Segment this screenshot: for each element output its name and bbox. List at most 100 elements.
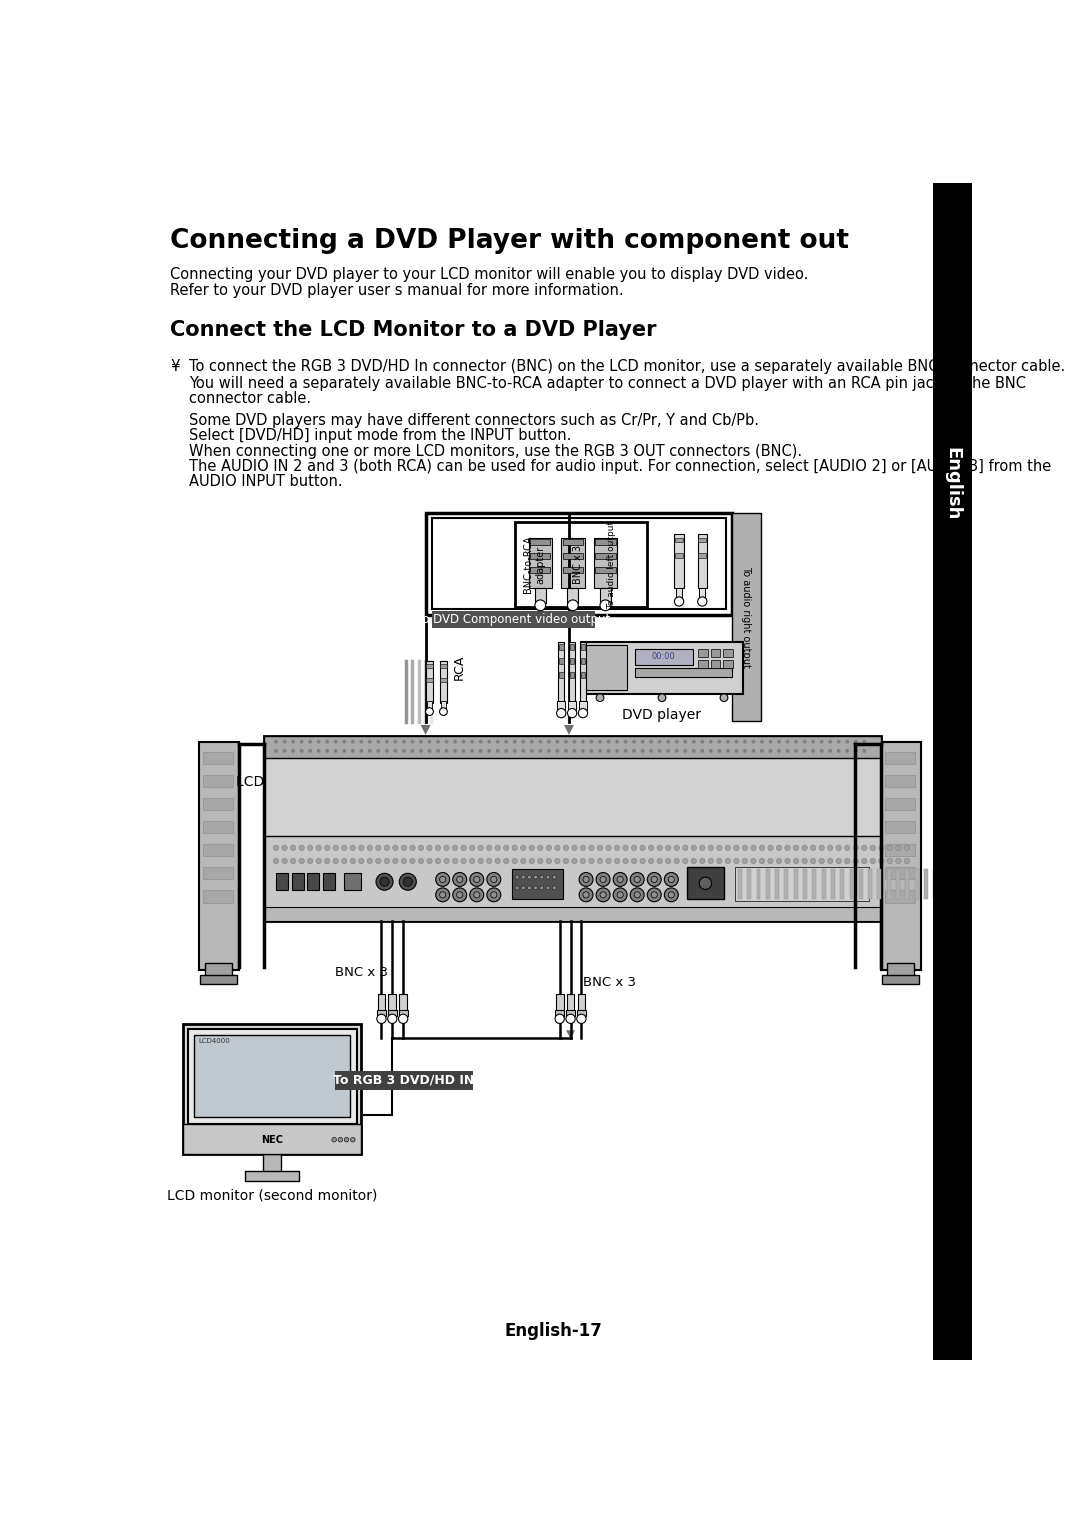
Circle shape (461, 845, 467, 851)
Circle shape (684, 749, 687, 753)
Circle shape (342, 740, 347, 744)
Circle shape (742, 859, 747, 863)
Circle shape (316, 740, 321, 744)
Circle shape (308, 749, 312, 753)
Bar (961, 869, 966, 898)
Circle shape (862, 845, 867, 851)
Text: To audio right output: To audio right output (742, 565, 752, 668)
Bar (570, 657, 575, 663)
Bar (840, 869, 845, 898)
Circle shape (435, 859, 441, 863)
Circle shape (503, 845, 509, 851)
Circle shape (563, 845, 568, 851)
Circle shape (384, 749, 389, 753)
Circle shape (632, 749, 636, 753)
Circle shape (299, 749, 303, 753)
Circle shape (785, 740, 789, 744)
Bar (674, 533, 684, 588)
Circle shape (657, 859, 662, 863)
Bar (570, 643, 575, 649)
Circle shape (752, 749, 755, 753)
Circle shape (597, 859, 603, 863)
Bar (581, 671, 585, 678)
Circle shape (546, 749, 551, 753)
Bar (377, 1010, 387, 1016)
Circle shape (291, 859, 296, 863)
Circle shape (836, 845, 841, 851)
Circle shape (870, 845, 876, 851)
Bar (699, 588, 705, 599)
Circle shape (785, 749, 789, 753)
Bar (276, 874, 288, 891)
Circle shape (734, 740, 739, 744)
Circle shape (845, 845, 850, 851)
Bar (747, 869, 751, 898)
Circle shape (332, 1137, 337, 1141)
Circle shape (720, 694, 728, 701)
Circle shape (640, 749, 645, 753)
Circle shape (461, 859, 467, 863)
Circle shape (801, 845, 808, 851)
Text: The AUDIO IN 2 and 3 (both RCA) can be used for audio input. For connection, sel: The AUDIO IN 2 and 3 (both RCA) can be u… (189, 458, 1052, 474)
Circle shape (325, 749, 329, 753)
Circle shape (904, 845, 909, 851)
Circle shape (512, 845, 517, 851)
Circle shape (571, 845, 577, 851)
Circle shape (820, 749, 824, 753)
Circle shape (691, 845, 697, 851)
Circle shape (769, 749, 772, 753)
Circle shape (522, 886, 525, 889)
Circle shape (522, 749, 525, 753)
Circle shape (567, 709, 577, 718)
Circle shape (583, 892, 590, 898)
Text: BNC x 3: BNC x 3 (573, 545, 583, 584)
Circle shape (674, 859, 679, 863)
Bar (850, 869, 853, 898)
Bar (388, 1010, 397, 1016)
Circle shape (418, 845, 423, 851)
Bar (882, 975, 919, 984)
Circle shape (376, 874, 393, 891)
Circle shape (376, 845, 381, 851)
Circle shape (581, 740, 585, 744)
Circle shape (589, 859, 594, 863)
Circle shape (879, 859, 885, 863)
Circle shape (802, 749, 807, 753)
Text: When connecting one or more LCD monitors, use the RGB 3 OUT connectors (BNC).: When connecting one or more LCD monitors… (189, 443, 802, 458)
Circle shape (367, 859, 373, 863)
Circle shape (726, 740, 730, 744)
Circle shape (563, 859, 568, 863)
Circle shape (717, 845, 723, 851)
Bar (675, 553, 683, 558)
Circle shape (572, 749, 577, 753)
Circle shape (457, 892, 463, 898)
Circle shape (496, 749, 500, 753)
Bar (530, 553, 551, 559)
Circle shape (607, 749, 610, 753)
Bar (794, 869, 798, 898)
Circle shape (581, 749, 585, 753)
Bar (335, 1071, 473, 1089)
Bar (200, 975, 238, 984)
Circle shape (579, 872, 593, 886)
Circle shape (669, 892, 674, 898)
Circle shape (743, 749, 747, 753)
Bar (581, 642, 743, 694)
Circle shape (435, 872, 449, 886)
Circle shape (759, 859, 765, 863)
Circle shape (513, 749, 516, 753)
Bar (555, 1010, 565, 1016)
Circle shape (837, 749, 840, 753)
Bar (399, 1010, 408, 1016)
Circle shape (651, 892, 658, 898)
Text: Connecting your DVD player to your LCD monitor will enable you to display DVD vi: Connecting your DVD player to your LCD m… (170, 266, 808, 281)
Circle shape (810, 859, 815, 863)
Bar (951, 869, 956, 898)
Circle shape (828, 740, 832, 744)
Circle shape (453, 859, 458, 863)
Circle shape (410, 749, 415, 753)
Circle shape (292, 740, 295, 744)
Circle shape (368, 749, 372, 753)
Circle shape (647, 872, 661, 886)
Circle shape (419, 749, 423, 753)
